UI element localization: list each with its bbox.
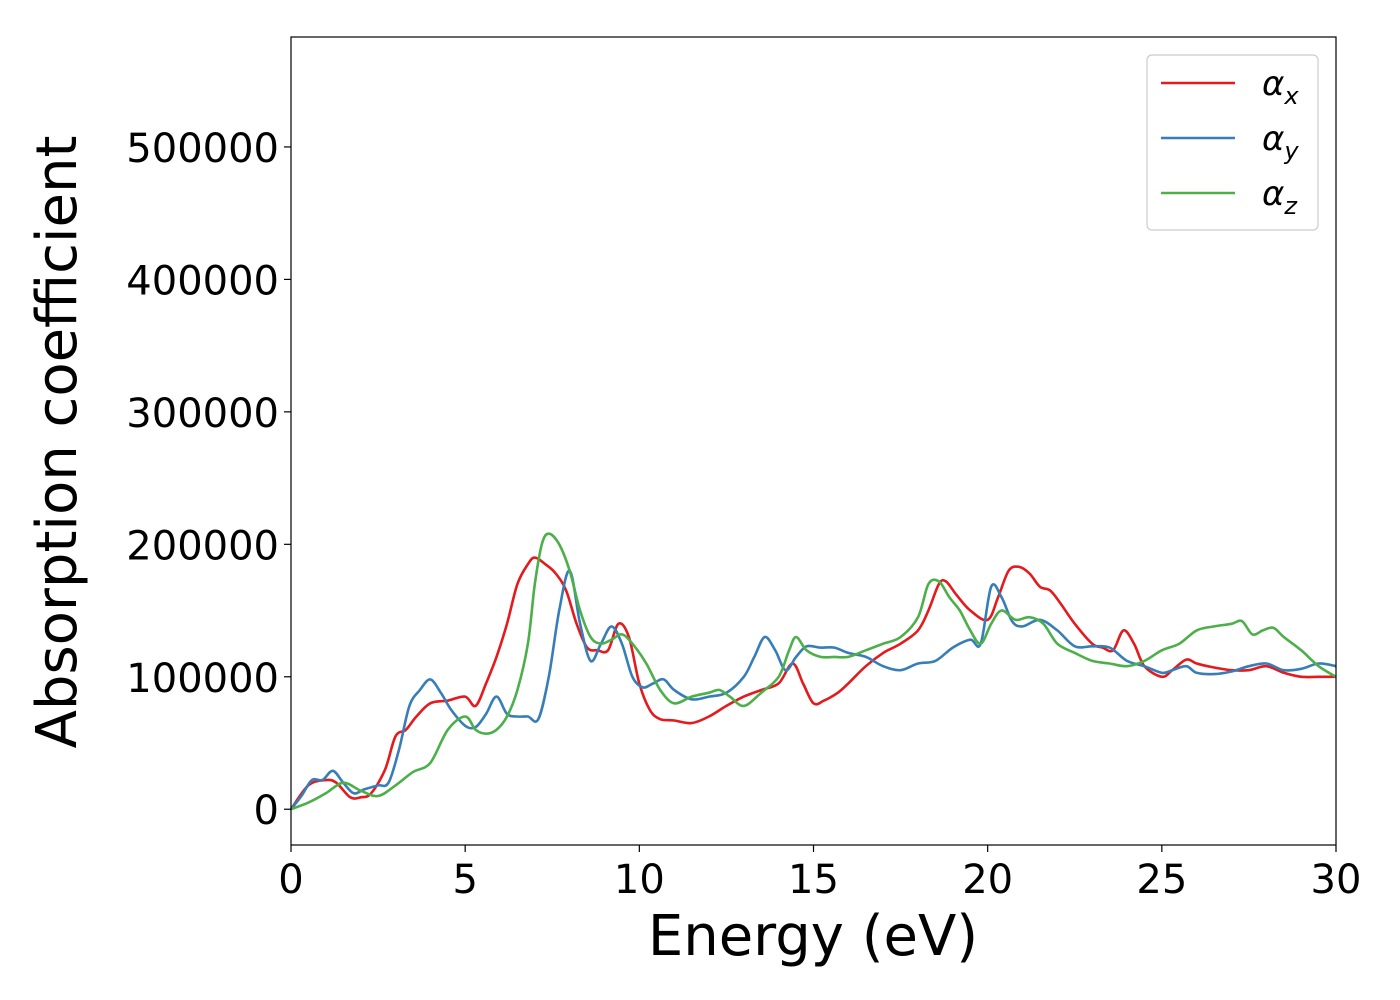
series-line-alpha-x: [289, 556, 1336, 810]
y-tick-label: 500000: [126, 126, 279, 172]
legend-entry-symbol: α: [1262, 174, 1284, 214]
y-tick-label: 400000: [126, 258, 279, 304]
x-axis-label: Energy (eV): [648, 904, 978, 969]
series-line-alpha-y: [289, 569, 1337, 811]
y-tick-label: 0: [254, 788, 279, 834]
legend-entry-label: αy: [1262, 119, 1299, 165]
x-tick-label: 30: [1311, 857, 1362, 903]
y-axis: 0 100000 200000 300000 400000 500000: [126, 126, 291, 834]
legend-entry-subscript: z: [1283, 192, 1298, 220]
plot-area: [289, 36, 1337, 846]
legend-entry-label: αz: [1262, 174, 1298, 220]
x-tick-label: 10: [614, 857, 665, 903]
y-tick-label: 300000: [126, 391, 279, 437]
series-line-alpha-z: [290, 532, 1337, 811]
legend-entry-symbol: α: [1262, 64, 1284, 104]
legend-entry-symbol: α: [1262, 119, 1284, 159]
x-axis: 0 5 10 15 20 25 30: [278, 845, 1361, 903]
legend-entry-label: αx: [1262, 64, 1299, 110]
x-tick-label: 0: [278, 857, 303, 903]
x-tick-label: 20: [962, 857, 1013, 903]
y-tick-label: 200000: [126, 523, 279, 569]
legend-entry-subscript: y: [1283, 137, 1299, 165]
series-layer: [289, 532, 1337, 811]
y-tick-label: 100000: [126, 656, 279, 702]
legend-box: [1146, 54, 1319, 231]
legend-entry-subscript: x: [1283, 82, 1299, 110]
x-tick-label: 5: [452, 857, 477, 903]
y-axis-label: Absorption coefficient: [25, 136, 90, 749]
x-tick-label: 15: [788, 857, 839, 903]
x-tick-label: 25: [1136, 857, 1187, 903]
